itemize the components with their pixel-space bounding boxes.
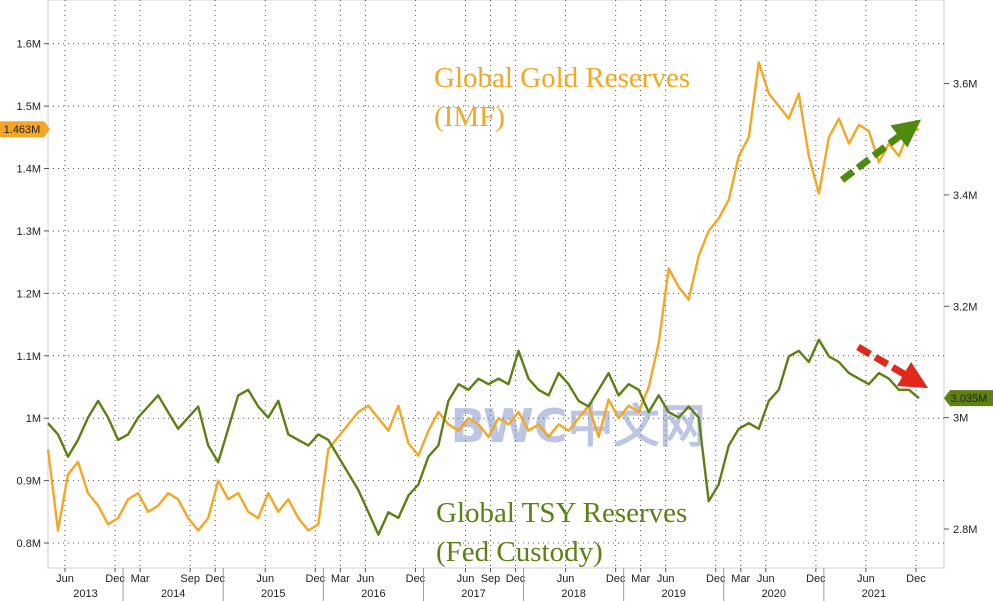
green-up-arrow — [839, 119, 922, 183]
x-tick-label: Dec — [606, 573, 626, 585]
year-label: 2014 — [161, 588, 185, 600]
gold-last-value-label: 1.463M — [4, 124, 41, 136]
red-down-arrow — [856, 343, 929, 389]
right-tick-label: 3.6M — [953, 79, 977, 91]
left-tick-label: 1.3M — [17, 226, 41, 238]
year-label: 2017 — [461, 588, 485, 600]
left-tick-label: 1.1M — [17, 351, 41, 363]
gold-annotation-line1: Global Gold Reserves — [434, 62, 690, 94]
x-tick-label: Dec — [706, 573, 726, 585]
x-tick-label: Jun — [56, 573, 74, 585]
gold-annotation-line2: (IMF) — [434, 101, 505, 133]
x-axis: Jun Dec Mar Sep Dec Jun Dec Mar Jun Dec Jun Sep Dec J… — [56, 568, 926, 601]
tsy-annotation-line1: Global TSY Reserves — [436, 497, 687, 529]
year-label: 2021 — [862, 588, 886, 600]
x-tick-label: Dec — [306, 573, 326, 585]
year-label: 2016 — [361, 588, 385, 600]
x-tick-label: Dec — [105, 573, 125, 585]
x-tick-label: Mar — [731, 573, 750, 585]
gold-last-value-tag: 1.463M — [0, 121, 50, 138]
x-tick-label: Dec — [806, 573, 826, 585]
x-tick-label: Jun — [657, 573, 675, 585]
left-tick-label: 1.4M — [17, 164, 41, 176]
x-tick-label: Mar — [131, 573, 150, 585]
left-tick-label: 1.2M — [17, 288, 41, 300]
x-tick-label: Sep — [481, 573, 501, 585]
tsy-series-line — [47, 338, 920, 536]
left-tick-label: 0.8M — [17, 538, 41, 550]
x-tick-label: Mar — [331, 573, 350, 585]
right-tick-label: 2.8M — [953, 524, 977, 536]
plot-area — [47, 0, 945, 569]
tsy-annotation-line2: (Fed Custody) — [436, 536, 603, 568]
tsy-last-value-label: 3.035M — [951, 393, 988, 405]
x-tick-label: Jun — [857, 573, 875, 585]
x-tick-label: Dec — [506, 573, 526, 585]
x-tick-label: Jun — [256, 573, 274, 585]
x-tick-label: Jun — [557, 573, 575, 585]
gold-series-line — [46, 61, 920, 532]
gold-last-value-tag-shape — [0, 121, 50, 138]
year-label: 2018 — [561, 588, 585, 600]
right-tick-label: 3.4M — [953, 190, 977, 202]
year-label: 2020 — [762, 588, 786, 600]
x-tick-label: Jun — [457, 573, 475, 585]
x-tick-label: Jun — [757, 573, 775, 585]
right-axis: 2.8M 3M 3.2M 3.4M 3.6M — [944, 79, 977, 536]
x-tick-label: Mar — [631, 573, 650, 585]
series-layer — [46, 61, 920, 536]
year-label: 2013 — [73, 588, 97, 600]
right-tick-label: 3M — [953, 413, 968, 425]
left-axis: 0.8M 0.9M 1M 1.1M 1.2M 1.3M 1.4M 1.5M 1.6M — [17, 39, 48, 550]
left-tick-label: 1.6M — [17, 39, 41, 51]
left-tick-label: 1M — [26, 413, 41, 425]
x-tick-label: Jun — [356, 573, 374, 585]
watermark: BWC中文网 — [450, 399, 705, 453]
right-tick-label: 3.2M — [953, 301, 977, 313]
year-label: 2015 — [261, 588, 285, 600]
left-tick-label: 1.5M — [17, 101, 41, 113]
x-tick-label: Dec — [406, 573, 426, 585]
year-label: 2019 — [661, 588, 685, 600]
tsy-last-value-tag-shape — [944, 390, 993, 407]
x-tick-label: Sep — [180, 573, 200, 585]
tsy-last-value-tag: 3.035M — [944, 390, 993, 407]
left-tick-label: 0.9M — [17, 476, 41, 488]
x-tick-label: Dec — [906, 573, 926, 585]
x-tick-label: Dec — [205, 573, 225, 585]
